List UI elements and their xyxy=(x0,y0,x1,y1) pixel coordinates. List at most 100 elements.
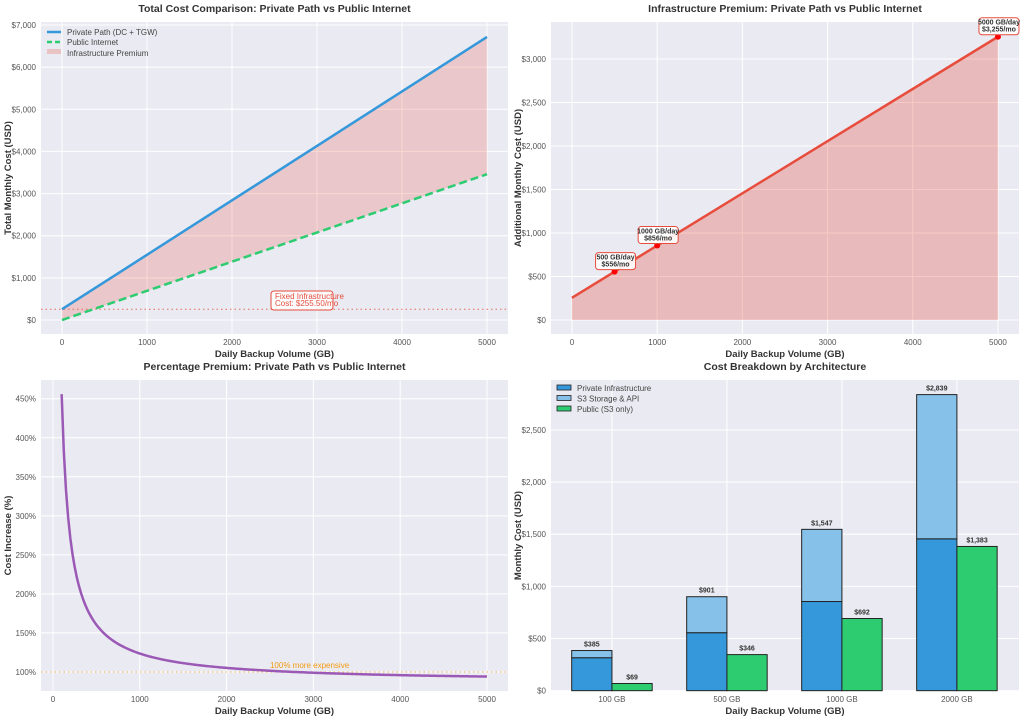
chart-title: Infrastructure Premium: Private Path vs … xyxy=(648,3,922,15)
legend-label: Private Path (DC + TGW) xyxy=(67,28,158,37)
y-tick-label: $0 xyxy=(537,687,546,696)
legend-swatch-premium xyxy=(47,49,61,54)
legend-swatch xyxy=(556,405,572,412)
marker-label-box xyxy=(637,226,679,245)
y-tick-label: $6,000 xyxy=(12,63,37,72)
premium-area xyxy=(571,36,998,320)
x-tick-label: 5000 xyxy=(478,338,496,347)
x-tick-label: 1000 xyxy=(131,695,149,704)
premium-fill-area xyxy=(61,36,488,321)
x-tick-label: 3000 xyxy=(308,338,326,347)
x-tick-label: 5000 xyxy=(478,695,496,704)
y-tick-label: $2,000 xyxy=(522,478,547,487)
x-tick-label: 4000 xyxy=(391,695,409,704)
bar-total-label: $385 xyxy=(584,642,600,649)
y-tick-label: $500 xyxy=(528,272,546,281)
bar-total-label: $2,839 xyxy=(926,386,948,393)
legend-label: Private Infrastructure xyxy=(577,384,652,393)
x-tick-label: 0 xyxy=(570,338,575,347)
x-tick-label: 2000 xyxy=(223,338,241,347)
chart-title: Cost Breakdown by Architecture xyxy=(704,361,867,373)
x-axis-label: Daily Backup Volume (GB) xyxy=(215,349,334,360)
bar-public xyxy=(956,545,998,692)
x-tick-label: 2000 xyxy=(218,695,236,704)
premium-line xyxy=(571,35,999,299)
marker-label: 5000 GB/day xyxy=(978,20,1020,27)
bar-private-infrastructure xyxy=(916,538,958,692)
chart-panel-2: 0 1000 2000 3000 4000 5000 $0 $500 $1,000 $1,500 $… xyxy=(513,3,1020,360)
marker-label-box xyxy=(978,17,1020,36)
plot-background xyxy=(41,380,508,691)
y-tick-label: $2,000 xyxy=(12,232,37,241)
chart-panel-3: 0 1000 2000 3000 4000 5000 100% 150% 200% 250% 300… xyxy=(3,361,508,717)
y-axis-label: Monthly Cost (USD) xyxy=(513,491,524,580)
x-tick-label: 100 GB xyxy=(598,695,625,704)
y-tick-label: $1,000 xyxy=(522,229,547,238)
marker-label: $856/mo xyxy=(644,236,672,243)
x-tick-label: 500 GB xyxy=(713,695,740,704)
y-tick-label: $1,500 xyxy=(522,530,547,539)
x-tick-label: 2000 GB xyxy=(941,695,973,704)
y-axis-label: Additional Monthly Cost (USD) xyxy=(513,109,524,247)
bar-total-label: $1,383 xyxy=(966,537,988,544)
y-tick-label: $1,000 xyxy=(522,582,547,591)
legend-label: Public Internet xyxy=(67,38,119,47)
chart-panel-4: 100 GB 500 GB 1000 GB 2000 GB $0 $500 $1,000 $1… xyxy=(513,361,1019,717)
bar-total-label: $346 xyxy=(739,646,755,653)
fixed-cost-annotation: Fixed Infrastructure xyxy=(275,292,344,301)
y-tick-label: 300% xyxy=(16,512,36,521)
bar-s3-storage xyxy=(571,650,613,659)
bar-total-label: $69 xyxy=(626,674,638,681)
x-tick-label: 2000 xyxy=(733,338,751,347)
x-tick-label: 5000 xyxy=(989,338,1007,347)
x-tick-label: 3000 xyxy=(304,695,322,704)
y-tick-label: 350% xyxy=(16,473,36,482)
y-tick-label: $0 xyxy=(27,316,36,325)
y-axis-label: Cost Increase (%) xyxy=(3,496,14,576)
y-tick-label: $1,500 xyxy=(522,185,547,194)
y-tick-label: $2,500 xyxy=(522,426,547,435)
x-tick-label: 4000 xyxy=(904,338,922,347)
y-tick-label: $3,000 xyxy=(12,190,37,199)
x-axis-label: Daily Backup Volume (GB) xyxy=(215,706,334,717)
bar-private-infrastructure xyxy=(801,601,843,692)
x-tick-label: 1000 xyxy=(648,338,666,347)
bar-total-label: $901 xyxy=(699,588,715,595)
y-tick-label: 250% xyxy=(16,551,36,560)
legend-label: Public (S3 only) xyxy=(577,405,633,414)
x-tick-label: 0 xyxy=(51,695,56,704)
plot-background xyxy=(551,22,1019,334)
marker-label: $3,255/mo xyxy=(982,27,1016,34)
y-tick-label: $0 xyxy=(537,316,546,325)
marker-label-box xyxy=(595,252,637,271)
bar-s3-storage xyxy=(916,394,958,540)
legend-label: S3 Storage & API xyxy=(577,395,639,404)
legend-label: Infrastructure Premium xyxy=(67,49,149,58)
bar-s3-storage xyxy=(686,596,728,634)
y-tick-label: $3,000 xyxy=(522,55,547,64)
y-tick-label: $4,000 xyxy=(12,147,37,156)
marker-label: 1000 GB/day xyxy=(637,229,679,236)
y-axis-label: Total Monthly Cost (USD) xyxy=(3,121,14,235)
bar-public xyxy=(611,682,653,692)
marker-label: $556/mo xyxy=(602,262,630,269)
x-tick-label: 1000 GB xyxy=(826,695,858,704)
chart-panel-1: 0 1000 2000 3000 4000 5000 $0 $1,000 $2,000 $3,00… xyxy=(3,3,508,360)
x-axis-label: Daily Backup Volume (GB) xyxy=(725,706,844,717)
x-axis-label: Daily Backup Volume (GB) xyxy=(725,349,844,360)
percent-premium-line xyxy=(60,394,488,678)
x-tick-label: 4000 xyxy=(393,338,411,347)
y-tick-label: $2,500 xyxy=(522,98,547,107)
y-tick-label: $5,000 xyxy=(12,105,37,114)
public-internet-line xyxy=(61,173,488,322)
bar-public xyxy=(726,654,768,692)
y-tick-label: 150% xyxy=(16,629,36,638)
chart-title: Total Cost Comparison: Private Path vs P… xyxy=(138,3,411,15)
y-tick-label: $1,000 xyxy=(12,274,37,283)
y-tick-label: 400% xyxy=(16,434,36,443)
bar-total-label: $1,547 xyxy=(811,520,833,527)
private-path-line xyxy=(61,35,488,311)
threshold-annotation: 100% more expensive xyxy=(270,661,350,670)
legend-swatch xyxy=(556,395,572,401)
